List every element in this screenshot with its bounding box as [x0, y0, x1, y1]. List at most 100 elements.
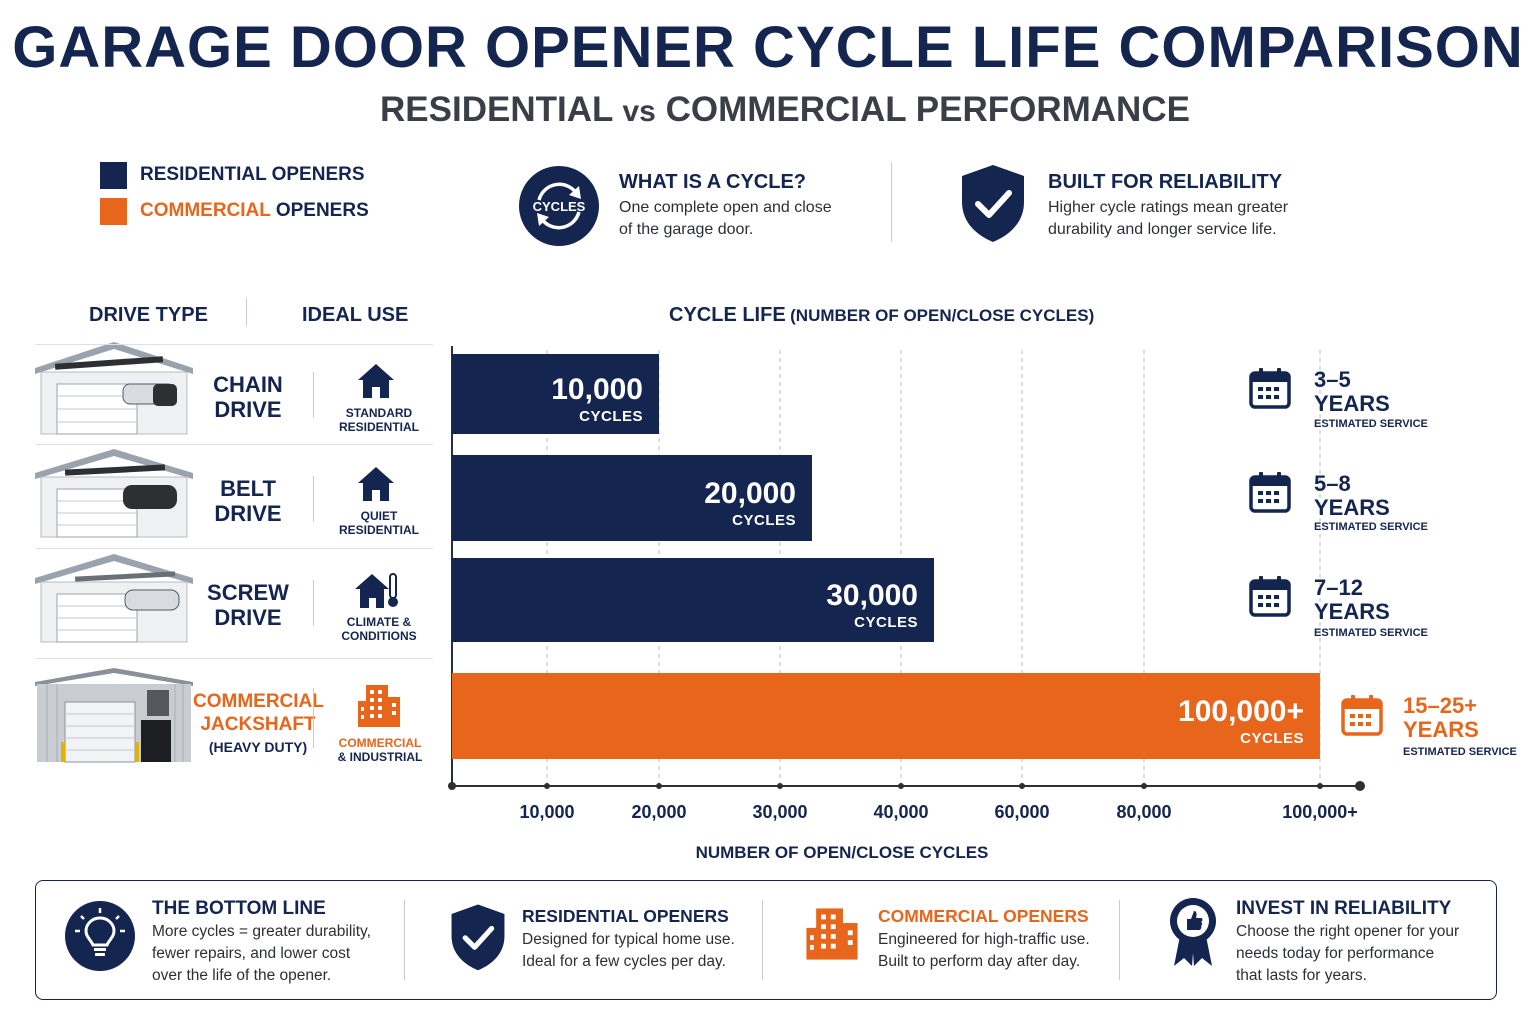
bottom-divider: [404, 900, 405, 980]
drive-name-line: (HEAVY DUTY): [208, 739, 308, 755]
ideal-use-line: RESIDENTIAL: [338, 420, 419, 434]
x-tick-label: 40,000: [873, 802, 929, 822]
cycle-title: WHAT IS A CYCLE?: [619, 171, 807, 193]
drive-name-line: DRIVE: [214, 397, 282, 422]
reliability-text-2: durability and longer service life.: [1048, 221, 1277, 238]
drive-name-chain: CHAIN DRIVE: [193, 372, 303, 422]
estimated-service-label: ESTIMATED SERVICE: [1314, 521, 1428, 533]
ideal-use-chain: STANDARD RESIDENTIAL: [330, 406, 428, 434]
legend-label-commercial: COMMERCIAL OPENERS: [140, 200, 369, 222]
drive-name-commercial: COMMERCIAL JACKSHAFT (HEAVY DUTY): [193, 690, 324, 758]
row-divider: [35, 658, 433, 659]
commercial-openers-text: Engineered for high-traffic use. Built t…: [878, 929, 1090, 973]
x-tick-mark: [544, 783, 550, 789]
x-tick-mark: [656, 783, 662, 789]
garage-belt-illustration: [35, 447, 193, 539]
chart-title-main: CYCLE LIFE: [669, 304, 786, 326]
cycle-text-2: of the garage door.: [619, 221, 754, 238]
building-icon: [804, 904, 860, 964]
commercial-openers-text-line: Engineered for high-traffic use.: [878, 931, 1090, 948]
service-years-range: 7–12: [1314, 575, 1363, 600]
service-years: 15–25+ YEARS: [1403, 694, 1479, 742]
chart-svg: 10,000 CYCLES 20,000 CYCLES 30,000 CYCLES 100,…: [448, 346, 1365, 791]
column-head-ideal-use: IDEAL USE: [302, 304, 409, 326]
x-tick-label: 30,000: [752, 802, 808, 822]
x-axis-label: NUMBER OF OPEN/CLOSE CYCLES: [695, 843, 989, 862]
service-years-unit: YEARS: [1314, 391, 1390, 416]
shield-check-icon: [448, 902, 508, 972]
bottom-line-text-line: fewer repairs, and lower cost: [152, 945, 351, 962]
residential-openers-text-line: Ideal for a few cycles per day.: [522, 953, 726, 970]
x-tick-label: 80,000: [1116, 802, 1172, 822]
chart-title-sub: (NUMBER OF OPEN/CLOSE CYCLES): [790, 306, 1095, 325]
cell-divider: [313, 688, 314, 748]
ideal-use-line: & INDUSTRIAL: [337, 750, 423, 764]
invest-text-line: needs today for performance: [1236, 945, 1435, 962]
x-tick-label: 10,000: [519, 802, 575, 822]
service-years-unit: YEARS: [1314, 495, 1390, 520]
drive-name-line: COMMERCIAL: [193, 691, 324, 712]
cycles-icon-text: CYCLES: [533, 199, 586, 214]
subtitle-vs: vs: [622, 95, 656, 128]
garage-screw-illustration: [35, 552, 193, 644]
bar-residential: [452, 354, 659, 434]
cycle-life-chart: 10,000 CYCLES 20,000 CYCLES 30,000 CYCLES 100,…: [430, 340, 1380, 820]
residential-openers-text: Designed for typical home use. Ideal for…: [522, 929, 735, 973]
info-divider: [891, 162, 892, 242]
cell-divider: [313, 476, 314, 522]
drive-name-line: SCREW: [207, 580, 289, 605]
calendar-icon: [1248, 470, 1292, 519]
bar-value-label: 10,000: [551, 373, 643, 406]
legend-swatch-residential: [100, 162, 127, 189]
cell-divider: [313, 372, 314, 418]
commercial-openers-text-line: Built to perform day after day.: [878, 953, 1081, 970]
bottom-divider: [762, 900, 763, 980]
legend-openers-word: OPENERS: [275, 200, 369, 221]
building-icon: [356, 683, 402, 729]
drive-name-line: DRIVE: [214, 501, 282, 526]
x-tick-mark: [898, 783, 904, 789]
service-years: 5–8 YEARS: [1314, 472, 1390, 520]
ideal-use-line: COMMERCIAL: [338, 736, 422, 750]
drive-name-line: CHAIN: [213, 372, 283, 397]
bar-unit-label: CYCLES: [1240, 730, 1304, 747]
service-years-range: 3–5: [1314, 367, 1351, 392]
drive-name-line: BELT: [220, 476, 276, 501]
bar-value-label: 20,000: [704, 477, 796, 510]
x-tick-label: 100,000+: [1282, 802, 1358, 822]
x-tick-label: 60,000: [994, 802, 1050, 822]
bar-unit-label: CYCLES: [579, 408, 643, 425]
invest-text-line: Choose the right opener for your: [1236, 923, 1460, 940]
invest-text: Choose the right opener for your needs t…: [1236, 921, 1459, 987]
page-title: GARAGE DOOR OPENER CYCLE LIFE COMPARISON: [12, 15, 1524, 80]
garage-commercial-illustration: [35, 668, 193, 764]
ideal-use-line: QUIET: [360, 509, 398, 523]
residential-openers-text-line: Designed for typical home use.: [522, 931, 735, 948]
cycles-icon: CYCLES: [517, 164, 601, 248]
bar-unit-label: CYCLES: [854, 614, 918, 631]
bottom-summary-box: [35, 880, 1497, 1000]
column-head-divider: [246, 298, 247, 326]
x-tick-mark: [1019, 783, 1025, 789]
axis-origin-dot: [448, 782, 456, 790]
service-years-unit: YEARS: [1314, 599, 1390, 624]
ideal-use-line: STANDARD: [345, 406, 413, 420]
shield-check-icon: [958, 162, 1028, 244]
drive-name-line: DRIVE: [214, 605, 282, 630]
calendar-icon: [1340, 693, 1384, 742]
bottom-line-title: THE BOTTOM LINE: [152, 898, 326, 919]
bottom-line-text: More cycles = greater durability, fewer …: [152, 921, 371, 987]
invest-text-line: that lasts for years.: [1236, 967, 1367, 984]
bottom-divider: [1119, 900, 1120, 980]
service-years-range: 15–25+: [1403, 693, 1478, 718]
estimated-service-label: ESTIMATED SERVICE: [1403, 746, 1517, 758]
ideal-use-line: RESIDENTIAL: [338, 523, 419, 537]
residential-openers-title: RESIDENTIAL OPENERS: [522, 906, 729, 926]
x-tick-label: 20,000: [631, 802, 687, 822]
x-tick-mark: [1141, 783, 1147, 789]
drive-name-belt: BELT DRIVE: [193, 476, 303, 526]
invest-title: INVEST IN RELIABILITY: [1236, 898, 1452, 919]
bar-unit-label: CYCLES: [732, 512, 796, 529]
house-icon: [356, 361, 396, 401]
chart-title: CYCLE LIFE (NUMBER OF OPEN/CLOSE CYCLES): [669, 304, 1094, 327]
